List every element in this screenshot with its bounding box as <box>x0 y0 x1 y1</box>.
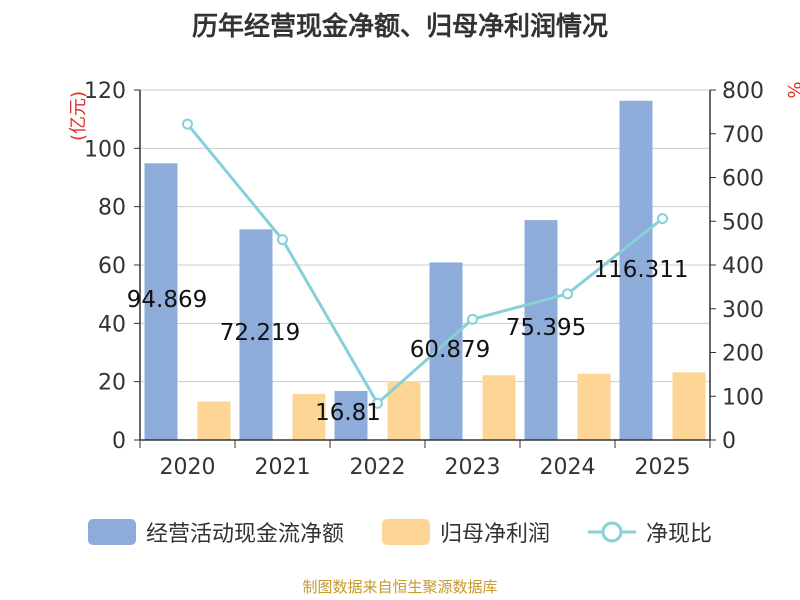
chart-title: 历年经营现金净额、归母净利润情况 <box>191 12 608 42</box>
point-cash-ratio <box>467 313 478 325</box>
legend-item-cash-ratio[interactable]: 净现比 <box>588 516 712 548</box>
source-note: 制图数据来自恒生聚源数据库 <box>302 578 498 596</box>
bar-net-profit <box>197 401 231 440</box>
legend-swatch-operating-cash-flow <box>87 519 136 545</box>
legend-item-net-profit[interactable]: 归母净利润 <box>381 516 550 548</box>
y-left-tick-label: 120 <box>84 79 126 104</box>
bar-net-profit <box>482 375 516 440</box>
data-label-operating-cash-flow: 75.395 <box>506 315 586 341</box>
point-cash-ratio <box>562 288 573 300</box>
y-right-tick-label: 500 <box>722 210 764 235</box>
bar-operating-cash-flow <box>524 220 558 440</box>
y-right-tick-label: 300 <box>722 298 764 323</box>
y-right-tick-label: 0 <box>722 429 736 454</box>
point-cash-ratio <box>372 397 383 409</box>
data-label-operating-cash-flow: 94.869 <box>127 287 207 313</box>
y-left-tick-label: 0 <box>112 429 126 454</box>
bar-operating-cash-flow <box>619 100 653 440</box>
legend-item-operating-cash-flow[interactable]: 经营活动现金流净额 <box>87 516 344 548</box>
bar-operating-cash-flow <box>144 163 178 440</box>
bar-net-profit <box>672 372 706 440</box>
x-tick-label: 2021 <box>255 455 311 480</box>
bar-operating-cash-flow <box>239 229 273 440</box>
y-left-tick-label: 20 <box>98 371 126 396</box>
y-right-tick-label: 800 <box>722 79 764 104</box>
y-right-tick-label: 600 <box>722 167 764 192</box>
point-cash-ratio <box>277 234 288 246</box>
data-label-operating-cash-flow: 60.879 <box>410 337 490 363</box>
legend: 经营活动现金流净额 归母净利润 净现比 <box>0 516 800 548</box>
bar-operating-cash-flow <box>334 390 368 440</box>
bar-net-profit <box>292 393 326 440</box>
y-left-tick-label: 40 <box>98 312 126 337</box>
point-cash-ratio <box>182 118 193 130</box>
x-tick-label: 2020 <box>160 455 216 480</box>
x-tick-label: 2022 <box>350 455 406 480</box>
legend-label-net-profit: 归母净利润 <box>439 522 550 547</box>
x-tick-label: 2024 <box>540 455 596 480</box>
y-left-tick-label: 80 <box>98 196 126 221</box>
data-label-operating-cash-flow: 116.311 <box>593 257 688 283</box>
y-right-axis-title: % <box>783 81 800 98</box>
legend-swatch-net-profit <box>381 519 430 545</box>
legend-label-operating-cash-flow: 经营活动现金流净额 <box>145 522 344 547</box>
y-left-tick-label: 60 <box>98 254 126 279</box>
point-cash-ratio <box>657 213 668 225</box>
x-tick-label: 2023 <box>445 455 501 480</box>
y-right-tick-label: 700 <box>722 123 764 148</box>
line-cash-ratio <box>186 123 664 406</box>
legend-label-cash-ratio: 净现比 <box>646 522 713 547</box>
y-left-tick-label: 100 <box>84 137 126 162</box>
x-tick-label: 2025 <box>635 455 691 480</box>
data-label-operating-cash-flow: 72.219 <box>220 320 300 346</box>
y-right-tick-label: 100 <box>722 385 764 410</box>
y-right-tick-label: 400 <box>722 254 764 279</box>
y-right-tick-label: 200 <box>722 342 764 367</box>
y-left-axis-title: (亿元) <box>68 91 89 141</box>
data-label-operating-cash-flow: 16.81 <box>315 400 381 426</box>
bar-net-profit <box>577 373 611 440</box>
legend-swatch-cash-ratio <box>588 521 636 543</box>
